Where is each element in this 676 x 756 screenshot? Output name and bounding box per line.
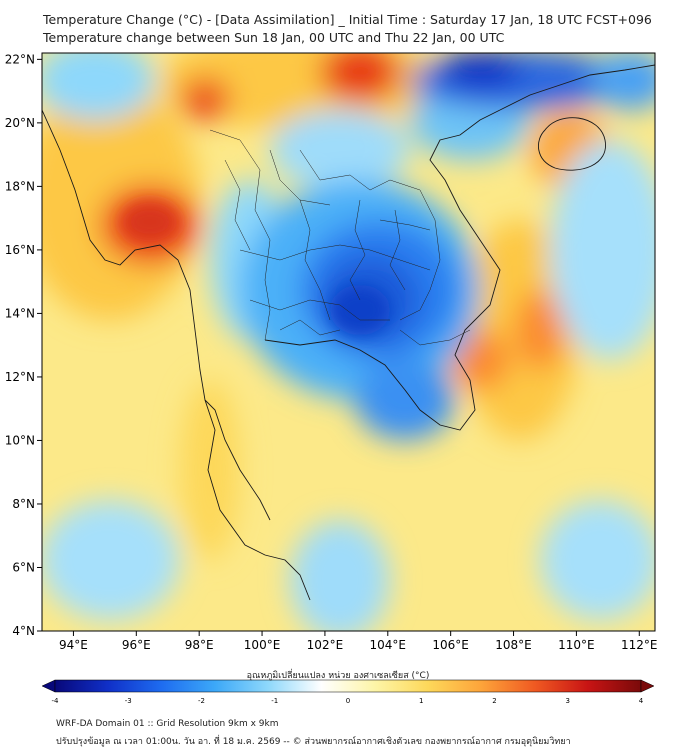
lon-tick-label: 102°E xyxy=(307,638,344,652)
lat-tick-label: 12°N xyxy=(5,370,35,384)
colorbar: -4 -3 -2 -1 0 1 2 3 4 xyxy=(41,679,655,705)
map-frame xyxy=(41,52,656,632)
lon-tick-label: 98°E xyxy=(185,638,214,652)
longitude-ticks: 94°E 96°E 98°E 100°E 102°E 104°E 106°E 108°E 110… xyxy=(59,631,658,652)
colorbar-tick-label: -1 xyxy=(271,697,278,705)
lon-tick-label: 112°E xyxy=(621,638,658,652)
title-line-1: Temperature Change (°C) - [Data Assimila… xyxy=(43,12,652,27)
lat-tick-label: 8°N xyxy=(12,497,35,511)
lon-tick-label: 100°E xyxy=(244,638,281,652)
lat-tick-label: 20°N xyxy=(5,116,35,130)
colorbar-tick-label: 2 xyxy=(492,697,496,705)
coastline xyxy=(42,64,655,601)
lat-tick-label: 10°N xyxy=(5,433,35,447)
colorbar-tick-label: 0 xyxy=(346,697,350,705)
colorbar-tick-label: -2 xyxy=(198,697,205,705)
colorbar-tick-label: -3 xyxy=(125,697,132,705)
province-borders xyxy=(209,129,471,346)
colorbar-tick-label: 1 xyxy=(419,697,423,705)
lat-tick-label: 18°N xyxy=(5,179,35,193)
lon-tick-label: 106°E xyxy=(432,638,469,652)
temperature-field xyxy=(42,53,655,631)
lat-tick-label: 4°N xyxy=(12,624,35,638)
colorbar-label: อุณหภูมิเปลี่ยนแปลง หน่วย องศาเซลเซียส (… xyxy=(246,671,430,681)
lat-tick-label: 6°N xyxy=(12,560,35,574)
title-line-2: Temperature change between Sun 18 Jan, 0… xyxy=(43,30,505,45)
colorbar-tick-label: 3 xyxy=(566,697,570,705)
footer-line-1: WRF-DA Domain 01 :: Grid Resolution 9km … xyxy=(56,719,279,729)
colorbar-tick-label: -4 xyxy=(52,697,60,705)
lon-tick-label: 104°E xyxy=(370,638,407,652)
lon-tick-label: 110°E xyxy=(558,638,595,652)
lat-tick-label: 22°N xyxy=(5,52,35,66)
latitude-ticks: 22°N 20°N 18°N 16°N 14°N 12°N 10°N 8°N 6°N 4°N xyxy=(5,52,42,638)
lon-tick-label: 108°E xyxy=(495,638,532,652)
lon-tick-label: 96°E xyxy=(122,638,151,652)
footer-line-2: ปรับปรุงข้อมูล ณ เวลา 01:00น. วัน อา. ที… xyxy=(56,737,571,747)
lat-tick-label: 16°N xyxy=(5,243,35,257)
lat-tick-label: 14°N xyxy=(5,306,35,320)
lon-tick-label: 94°E xyxy=(59,638,88,652)
colorbar-tick-label: 4 xyxy=(639,697,644,705)
